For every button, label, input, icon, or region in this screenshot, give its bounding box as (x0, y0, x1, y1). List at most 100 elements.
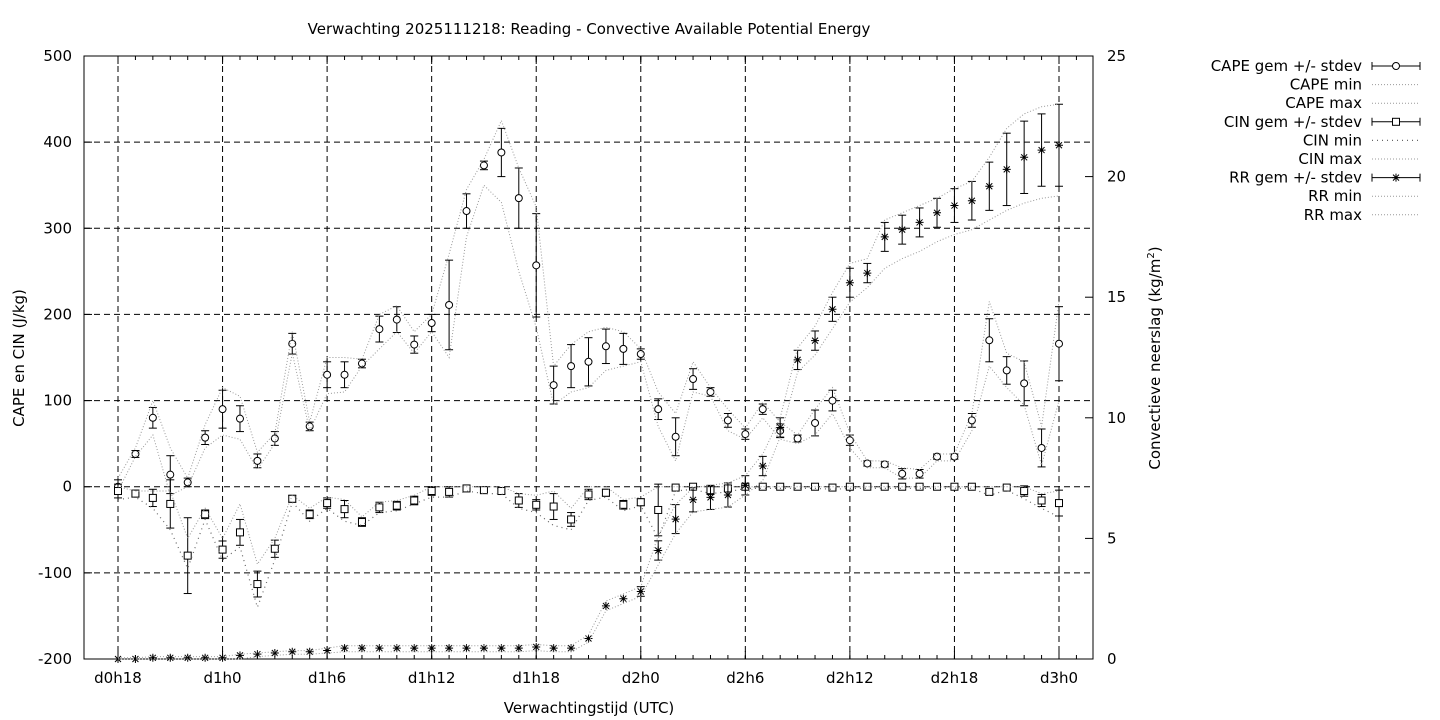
data-point (462, 484, 471, 493)
data-point (270, 544, 279, 553)
legend-entry: RR gem +/- stdev (1229, 169, 1421, 187)
data-point (863, 269, 872, 278)
data-point (1020, 487, 1029, 496)
data-point (253, 650, 262, 659)
data-point (1002, 165, 1011, 174)
data-point (131, 489, 140, 498)
data-point (584, 490, 593, 499)
data-point (253, 456, 262, 465)
data-point (479, 486, 488, 495)
data-point (689, 375, 698, 384)
data-point (636, 587, 645, 596)
data-point (915, 469, 924, 478)
data-point (410, 644, 419, 653)
data-point (723, 416, 732, 425)
data-point (497, 148, 506, 157)
data-point (828, 396, 837, 405)
data-point (201, 510, 210, 519)
data-point (357, 359, 366, 368)
data-point (828, 305, 837, 314)
data-point (567, 515, 576, 524)
data-point (549, 502, 558, 511)
y-tick-label: 500 (43, 47, 72, 65)
data-point (776, 423, 785, 432)
data-point (148, 493, 157, 502)
data-point (410, 340, 419, 349)
data-point (776, 482, 785, 491)
legend-marker (1392, 62, 1400, 70)
y-tick-label: 100 (43, 392, 72, 410)
data-point (235, 414, 244, 423)
data-point (723, 490, 732, 499)
series-rr-gem-stdev (114, 103, 1063, 663)
data-point (758, 462, 767, 471)
data-point (793, 434, 802, 443)
data-point (497, 644, 506, 653)
data-point (880, 460, 889, 469)
data-point (323, 646, 332, 655)
data-point (636, 350, 645, 359)
data-point (235, 528, 244, 537)
data-point (619, 594, 628, 603)
legend-entry: RR max (1304, 206, 1420, 224)
legend-label: RR min (1308, 187, 1362, 205)
y2-tick-label: 10 (1107, 409, 1126, 427)
x-tick-label: d3h0 (1040, 669, 1078, 687)
data-point (689, 495, 698, 504)
y2-axis-label-close: ) (1146, 246, 1164, 252)
legend-entry: CIN min (1303, 131, 1420, 149)
data-point (514, 644, 523, 653)
series-rr-min (118, 195, 1060, 660)
x-tick-label: d1h12 (408, 669, 456, 687)
data-point (619, 344, 628, 353)
data-point (933, 208, 942, 217)
legend-label: CAPE min (1290, 76, 1362, 94)
data-point (357, 518, 366, 527)
data-point (114, 487, 122, 496)
y2-tick-label: 15 (1107, 288, 1126, 306)
y-tick-label: 300 (43, 219, 72, 237)
data-point (1055, 141, 1063, 150)
data-point (479, 161, 488, 170)
data-point (741, 430, 750, 439)
x-tick-label: d1h6 (308, 669, 346, 687)
data-point (828, 483, 837, 492)
data-point (706, 387, 715, 396)
series-layer (114, 103, 1063, 663)
data-point (357, 644, 366, 653)
data-point (462, 207, 471, 216)
data-point (898, 225, 907, 234)
y2-tick-label: 20 (1107, 168, 1126, 186)
data-point (514, 194, 523, 203)
data-point (1055, 339, 1063, 348)
x-tick-label: d2h0 (622, 669, 660, 687)
legend-entry: CAPE min (1290, 76, 1420, 94)
data-point (305, 422, 314, 431)
legend-label: CIN max (1298, 150, 1362, 168)
data-point (967, 416, 976, 425)
x-axis-label: Verwachtingstijd (UTC) (504, 699, 675, 717)
data-point (201, 433, 210, 442)
data-point (741, 481, 750, 490)
data-point (863, 482, 872, 491)
data-point (1002, 483, 1011, 492)
data-point (950, 482, 959, 491)
data-point (1037, 496, 1046, 505)
data-point (445, 644, 454, 653)
y2-axis-label-sup: 2 (1146, 252, 1157, 258)
data-point (410, 496, 419, 505)
data-point (654, 505, 663, 514)
data-point (392, 644, 401, 653)
data-point (567, 644, 576, 653)
legend-entry: RR min (1308, 187, 1420, 205)
data-point (845, 436, 854, 445)
data-point (288, 647, 297, 656)
data-point (933, 452, 942, 461)
data-point (898, 469, 907, 478)
y2-axis-label-text: Convectieve neerslag (kg/m (1146, 259, 1164, 470)
data-point (183, 478, 192, 487)
data-point (514, 496, 523, 505)
data-point (218, 653, 227, 662)
